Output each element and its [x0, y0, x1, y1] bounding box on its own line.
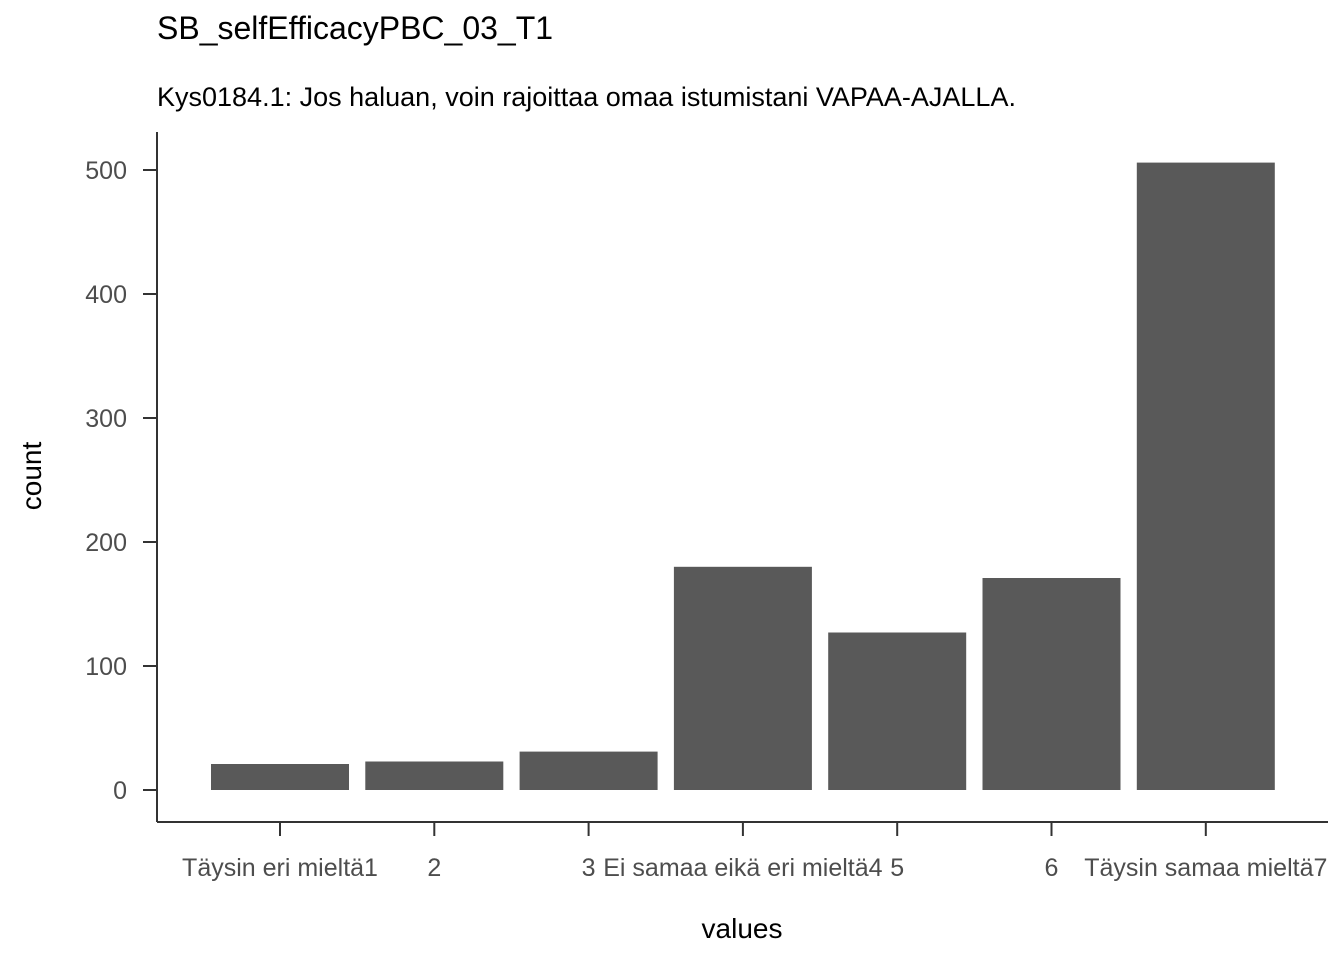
x-tick-label-5: 5 [890, 854, 904, 882]
y-tick-label-0: 0 [113, 777, 127, 805]
bar-4 [673, 566, 812, 790]
x-tick-label-1: Täysin eri mieltä1 [182, 854, 378, 882]
y-tick-label-500: 500 [85, 157, 127, 185]
bar-1 [211, 764, 349, 790]
x-tick-label-2: 2 [427, 854, 441, 882]
bar-3 [519, 751, 658, 790]
y-tick-label-100: 100 [85, 653, 127, 681]
x-axis-title: values [702, 913, 783, 944]
bar-7 [1136, 162, 1275, 791]
x-tick-label-3: 3 [582, 854, 596, 882]
chart-subtitle: Kys0184.1: Jos haluan, voin rajoittaa om… [157, 82, 1016, 112]
y-tick-label-200: 200 [85, 529, 127, 557]
x-tick-label-6: 6 [1045, 854, 1059, 882]
y-axis-title: count [16, 442, 47, 511]
y-axis: 0 100 200 300 400 500 [85, 132, 158, 822]
bar-6 [982, 578, 1121, 790]
x-tick-label-4: Ei samaa eikä eri mieltä4 [603, 854, 882, 882]
y-tick-label-400: 400 [85, 281, 127, 309]
x-tick-label-7: Täysin samaa mieltä7 [1084, 854, 1327, 882]
bars-group [211, 162, 1275, 791]
chart-title: SB_selfEfficacyPBC_03_T1 [157, 10, 554, 46]
x-axis: Täysin eri mieltä1 2 3 Ei samaa eikä eri mi… [157, 821, 1328, 882]
bar-2 [365, 761, 504, 790]
bar-5 [828, 632, 967, 790]
y-tick-label-300: 300 [85, 405, 127, 433]
